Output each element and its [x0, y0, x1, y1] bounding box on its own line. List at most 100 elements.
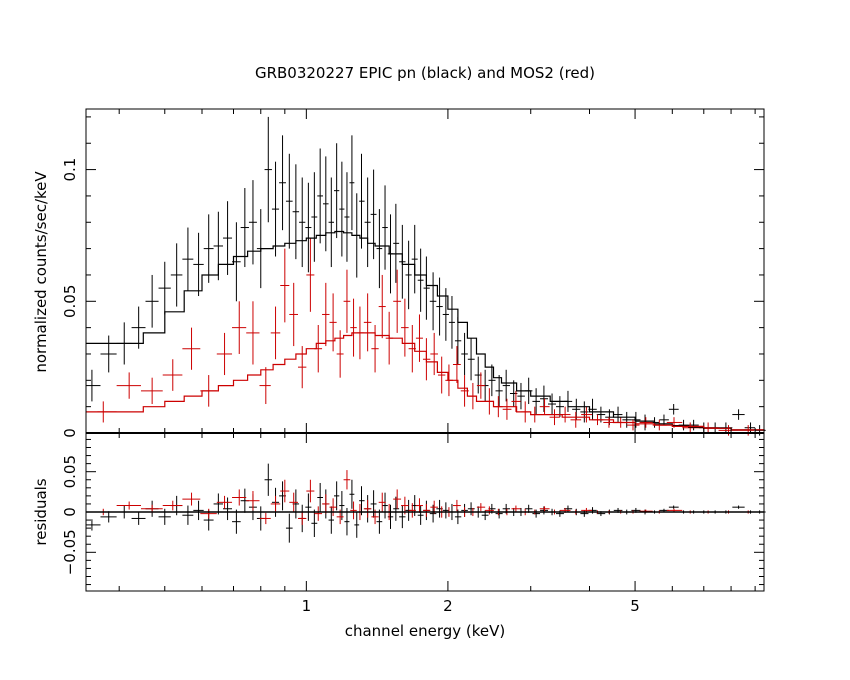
residuals-point-mos2: [280, 479, 290, 503]
residuals-point-mos2: [476, 503, 486, 512]
residuals-marks: [86, 463, 766, 543]
spectrum-point-pn: [317, 148, 324, 244]
residuals-point-mos2: [116, 501, 141, 510]
spectrum-point-pn: [423, 256, 430, 320]
spectrum-point-pn: [359, 153, 365, 249]
spectrum-point-mos2: [216, 332, 233, 376]
spectrum-point-pn: [240, 188, 249, 268]
spectrum-point-mos2: [336, 330, 344, 378]
residuals-point-pn: [399, 505, 406, 529]
spectrum-point-mos2: [581, 406, 593, 423]
residuals-point-mos2: [322, 494, 330, 514]
spectrum-point-pn: [405, 240, 412, 310]
spectrum-point-mos2: [280, 248, 290, 323]
residuals-point-mos2: [289, 492, 299, 512]
residuals-point-pn: [311, 509, 318, 537]
residuals-point-pn: [429, 504, 437, 523]
residuals-point-mos2: [343, 470, 351, 490]
spectrum-point-mos2: [511, 390, 521, 412]
spectrum-point-mos2: [626, 419, 640, 431]
spectrum-point-mos2: [289, 282, 299, 347]
spectrum-point-pn: [454, 317, 462, 365]
spectrum-point-pn: [271, 161, 280, 257]
residuals-point-mos2: [306, 479, 315, 503]
residuals-point-mos2: [182, 492, 201, 506]
spectrum-point-pn: [548, 393, 556, 415]
residuals-point-pn: [333, 481, 340, 511]
spectrum-panel: 0 0.05 0.1 normalized counts/sec/keV: [32, 108, 766, 438]
spectrum-point-mos2: [322, 282, 330, 347]
spectrum-point-pn: [467, 338, 475, 381]
spectrum-point-pn: [572, 398, 581, 420]
residuals-point-pn: [305, 493, 312, 521]
x-tick-label: 1: [302, 597, 312, 615]
spectrum-point-pn: [323, 156, 329, 252]
spectrum-point-pn: [744, 422, 756, 433]
spectrum-point-pn: [131, 306, 146, 349]
residuals-point-pn: [382, 492, 388, 519]
spectrum-point-mos2: [415, 314, 423, 362]
residuals-point-mos2: [329, 498, 337, 517]
residuals-point-pn: [339, 491, 345, 521]
residuals-point-mos2: [485, 506, 494, 515]
spectrum-point-pn: [436, 277, 443, 336]
spectrum-point-pn: [622, 411, 632, 428]
spectrum-point-pn: [442, 288, 449, 341]
residuals-point-pn: [532, 509, 541, 518]
residuals-y-tick-label: 0: [61, 507, 79, 517]
spectrum-point-mos2: [549, 409, 560, 426]
spectrum-point-mos2: [639, 417, 653, 428]
spectrum-y-tick-label: 0.05: [61, 285, 79, 318]
residuals-point-mos2: [539, 506, 550, 512]
residuals-point-pn: [393, 496, 400, 521]
spectrum-point-pn: [364, 177, 371, 268]
residuals-point-mos2: [422, 503, 431, 517]
residuals-point-pn: [376, 509, 383, 534]
spectrum-point-mos2: [329, 293, 337, 352]
spectrum-point-mos2: [393, 269, 402, 333]
spectrum-point-pn: [540, 385, 549, 412]
spectrum-point-pn: [532, 388, 541, 415]
spectrum-point-mos2: [343, 269, 351, 333]
residuals-point-pn: [285, 513, 293, 543]
spectrum-point-pn: [193, 232, 204, 297]
spectrum-point-pn: [429, 272, 437, 331]
spectrum-point-mos2: [502, 398, 512, 420]
spectrum-point-pn: [580, 401, 589, 423]
spectrum-point-mos2: [401, 298, 409, 357]
spectrum-point-pn: [349, 135, 355, 231]
spectrum-point-pn: [248, 180, 257, 265]
spectrum-point-pn: [495, 375, 503, 407]
spectrum-point-pn: [339, 161, 345, 257]
residuals-point-pn: [417, 505, 424, 525]
residuals-point-mos2: [415, 498, 423, 513]
residuals-point-pn: [354, 512, 360, 538]
residuals-point-pn: [370, 490, 377, 518]
residuals-point-pn: [467, 502, 475, 516]
residuals-point-mos2: [378, 492, 386, 512]
spectrum-y-tick-label: 0: [61, 428, 79, 438]
residuals-point-pn: [668, 505, 679, 509]
spectrum-point-mos2: [140, 377, 163, 405]
spectrum-point-mos2: [539, 398, 550, 415]
residuals-panel: −0.05 0 0.05 residuals: [32, 432, 766, 592]
spectrum-model-line-pn: [86, 230, 765, 431]
spectrum-point-pn: [555, 396, 564, 418]
spectrum-point-pn: [279, 135, 286, 231]
residuals-point-mos2: [314, 506, 323, 521]
residuals-axes: −0.05 0 0.05: [61, 432, 765, 592]
spectrum-point-pn: [299, 177, 306, 268]
spectrum-point-mos2: [306, 238, 315, 312]
spectrum-y-axis-label: normalized counts/sec/keV: [32, 171, 50, 373]
residuals-point-mos2: [259, 512, 271, 525]
spectrum-point-pn: [376, 209, 383, 289]
residuals-point-pn: [182, 505, 194, 525]
spectrum-model-line-mos2: [86, 332, 765, 431]
spectrum-point-pn: [203, 214, 214, 283]
residuals-point-pn: [317, 482, 324, 512]
spectrum-point-pn: [382, 185, 388, 270]
spectrum-point-mos2: [452, 346, 461, 383]
spectrum-point-mos2: [116, 372, 141, 399]
spectrum-point-mos2: [182, 327, 201, 370]
spectrum-point-pn: [100, 335, 117, 373]
